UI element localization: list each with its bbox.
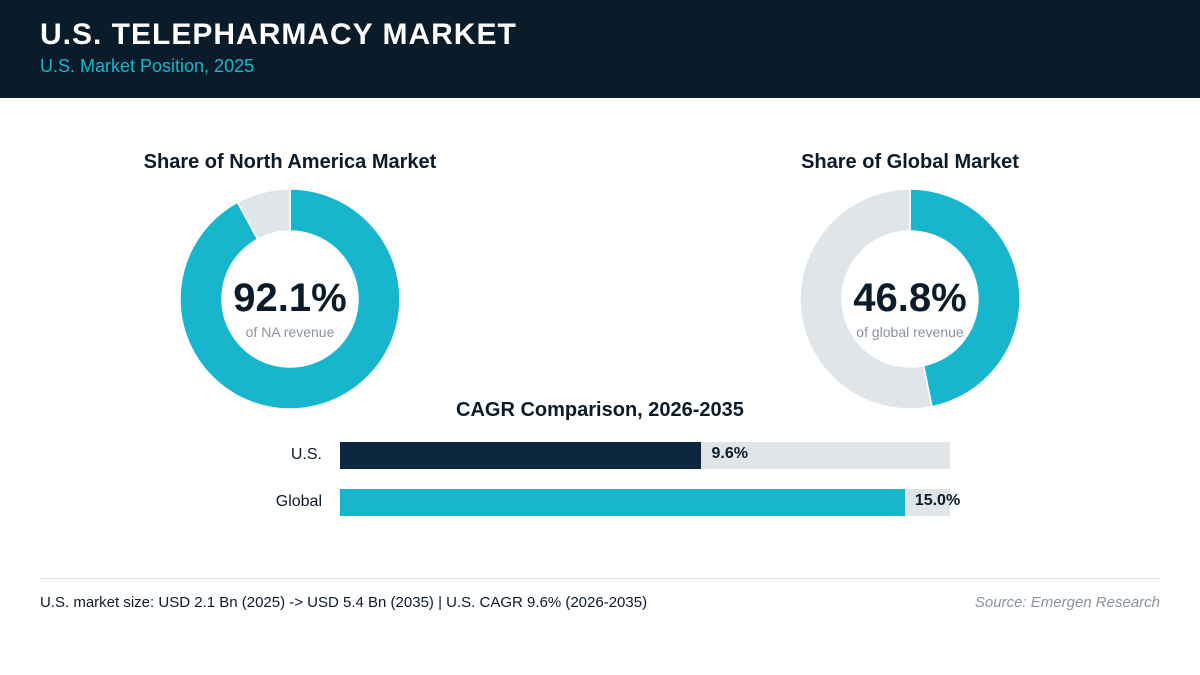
page-title: U.S. TELEPHARMACY MARKET	[40, 18, 517, 51]
bar-us	[340, 442, 702, 469]
bar-category-label: Global	[275, 493, 322, 510]
bar-row-global: Global 15.0%	[0, 489, 1200, 517]
donut-slice-remainder	[236, 188, 291, 241]
donut-na-title: Share of North America Market	[143, 151, 437, 173]
bar-track	[340, 442, 950, 469]
page-subtitle: U.S. Market Position, 2025	[40, 56, 255, 76]
bar-track	[340, 489, 950, 516]
donut-global-chart	[799, 188, 1021, 410]
bar-category-label: U.S.	[290, 446, 322, 463]
bar-value-label: 15.0%	[914, 492, 961, 509]
bar-row-us: U.S. 9.6%	[0, 442, 1200, 470]
donut-global-title: Share of Global Market	[801, 151, 1019, 173]
donut-slice-remainder	[799, 188, 933, 410]
footer-note: U.S. market size: USD 2.1 Bn (2025) -> U…	[40, 594, 648, 611]
header-banner: U.S. TELEPHARMACY MARKET U.S. Market Pos…	[0, 0, 1200, 98]
donut-slice-share	[909, 188, 1021, 408]
bar-value-label: 9.6%	[711, 445, 748, 462]
footer-divider	[40, 578, 1160, 579]
cagr-chart-title: CAGR Comparison, 2026-2035	[456, 399, 744, 421]
bar-global	[340, 489, 905, 516]
footer-source: Source: Emergen Research	[974, 594, 1160, 611]
donut-slice-share	[179, 188, 401, 410]
donut-na-chart	[179, 188, 401, 410]
